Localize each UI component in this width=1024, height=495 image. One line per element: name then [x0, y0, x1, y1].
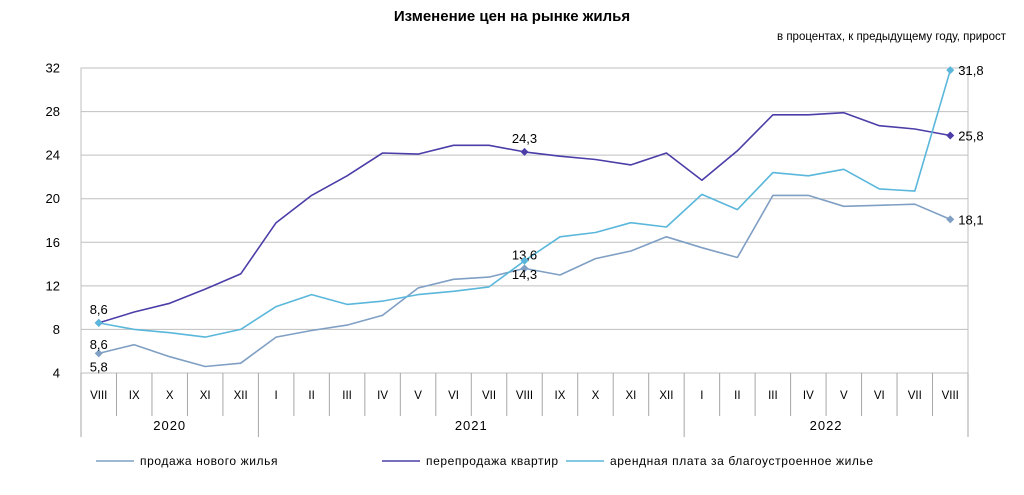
series-line [98, 69, 952, 338]
y-tick-label: 4 [53, 366, 60, 381]
y-tick-label: 28 [46, 104, 60, 119]
legend-label: арендная плата за благоустроенное жилье [610, 454, 874, 468]
data-label: 18,1 [958, 212, 983, 227]
x-tick-label: XII [659, 390, 673, 402]
year-label: 2020 [153, 418, 186, 433]
data-point-marker [946, 131, 955, 140]
y-tick-label: 24 [46, 148, 60, 163]
x-tick-label: IX [555, 390, 566, 402]
x-tick-label: VIII [942, 390, 959, 402]
data-point-marker [946, 66, 955, 75]
data-point-marker [520, 256, 529, 265]
data-label: 8,6 [90, 302, 108, 317]
data-label: 5,8 [90, 359, 108, 374]
x-tick-label: X [592, 390, 600, 402]
legend-label: перепродажа квартир [426, 454, 559, 468]
x-tick-label: IX [129, 390, 140, 402]
y-tick-label: 8 [53, 322, 60, 337]
x-tick-label: V [414, 390, 422, 402]
x-tick-label: IV [803, 390, 814, 402]
data-label-layer: 5,8 8,6 8,6 24,3 13,6 14,3 31,8 25,8 18,1 [90, 63, 984, 374]
data-point-marker [94, 318, 103, 327]
chart-title: Изменение цен на рынке жилья [393, 8, 631, 25]
x-tick-label: VI [874, 390, 885, 402]
x-tick-label: II [734, 390, 740, 402]
data-point-marker [520, 264, 529, 273]
x-tick-label: XII [234, 390, 248, 402]
x-tick-label: VI [448, 390, 459, 402]
x-tick-label: VIII [516, 390, 533, 402]
x-tick-label: VII [482, 390, 496, 402]
data-label: 14,3 [512, 267, 537, 282]
year-label: 2021 [455, 418, 488, 433]
data-label: 25,8 [958, 129, 983, 144]
data-label: 31,8 [958, 63, 983, 78]
legend-label: продажа нового жилья [140, 454, 278, 468]
x-tick-label: III [342, 390, 352, 402]
x-tick-label: VII [908, 390, 922, 402]
data-point-marker [94, 349, 103, 358]
x-tick-label: I [275, 390, 278, 402]
x-tick-label: V [840, 390, 848, 402]
x-tick-label: XI [626, 390, 637, 402]
x-tick-label: III [768, 390, 778, 402]
year-label: 2022 [810, 418, 843, 433]
x-tick-label: IV [377, 390, 388, 402]
data-point-marker [946, 215, 955, 224]
x-tick-label: XI [200, 390, 211, 402]
legend: продажа нового жилья перепродажа квартир а… [96, 454, 874, 468]
series-layer [98, 69, 952, 368]
x-tick-label: II [308, 390, 314, 402]
y-tick-label: 12 [46, 278, 60, 293]
y-tick-label: 20 [46, 191, 60, 206]
x-tick-label: X [166, 390, 174, 402]
x-tick-label: VIII [90, 390, 107, 402]
data-label: 13,6 [512, 247, 537, 262]
plot-area-border [80, 67, 969, 374]
y-tick-label: 16 [46, 235, 60, 250]
data-label: 24,3 [512, 131, 537, 146]
data-label: 8,6 [90, 337, 108, 352]
x-tick-label: I [700, 390, 703, 402]
data-point-marker [520, 147, 529, 156]
grid-layer [80, 67, 969, 374]
chart-subtitle: в процентах, к предыдущему году, прирост [777, 31, 1006, 43]
y-tick-label: 32 [46, 61, 60, 76]
